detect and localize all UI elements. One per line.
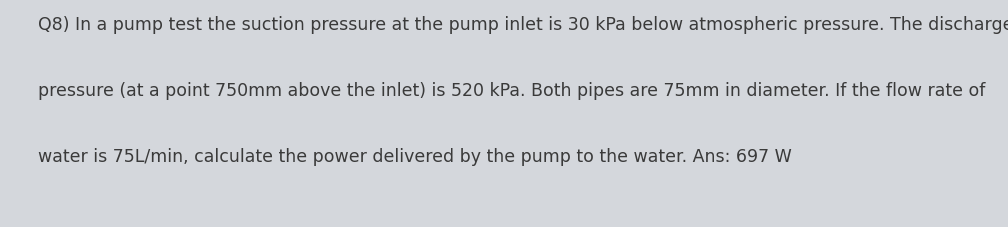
Text: pressure (at a point 750mm above the inlet) is 520 kPa. Both pipes are 75mm in d: pressure (at a point 750mm above the inl… [38, 82, 986, 100]
Text: water is 75L/min, calculate the power delivered by the pump to the water. Ans: 6: water is 75L/min, calculate the power de… [38, 148, 792, 165]
Text: Q8) In a pump test the suction pressure at the pump inlet is 30 kPa below atmosp: Q8) In a pump test the suction pressure … [38, 16, 1008, 34]
